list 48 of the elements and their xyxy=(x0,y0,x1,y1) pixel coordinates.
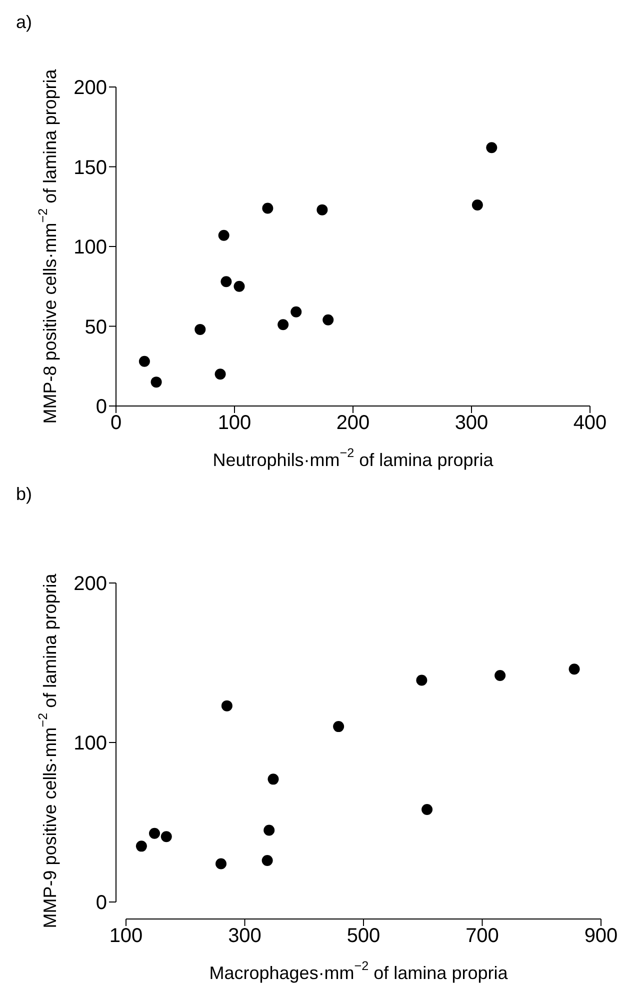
point xyxy=(216,858,226,870)
x-axis-title: Macrophages·mm$^{−2}$ of lamina propria xyxy=(209,959,509,983)
point xyxy=(322,314,334,326)
y-tick-label: 100 xyxy=(74,236,107,259)
point xyxy=(138,356,150,367)
chart-title: b) xyxy=(16,484,32,505)
x-tick-label: 300 xyxy=(454,412,488,434)
y-tick-label: 200 xyxy=(74,77,107,100)
point xyxy=(416,674,428,686)
x-tick-label: 500 xyxy=(346,925,380,948)
point xyxy=(234,280,245,292)
point xyxy=(333,721,344,732)
y-tick-label: 0 xyxy=(96,892,107,914)
point xyxy=(160,831,172,842)
y-tick-label: 50 xyxy=(84,316,107,338)
point xyxy=(268,774,279,785)
point xyxy=(214,368,226,380)
point xyxy=(494,670,506,682)
x-tick-label: 0 xyxy=(110,412,122,434)
point xyxy=(422,804,433,815)
point xyxy=(220,276,232,288)
point xyxy=(290,306,302,318)
y-tick-label: 0 xyxy=(96,396,107,418)
point xyxy=(262,855,273,866)
y-tick-label: 200 xyxy=(74,573,107,596)
point xyxy=(136,840,147,852)
point xyxy=(278,319,289,330)
point xyxy=(149,828,160,839)
x-tick-label: 700 xyxy=(466,925,499,948)
y-tick-label: 100 xyxy=(74,732,107,755)
x-tick-label: 100 xyxy=(218,412,252,434)
x-tick-label: 300 xyxy=(228,925,262,948)
point xyxy=(264,824,275,836)
x-axis-title: Neutrophils·mm$^{−2}$ of lamina propria xyxy=(212,446,494,470)
point xyxy=(486,142,498,154)
x-tick-label: 400 xyxy=(573,412,607,434)
point xyxy=(262,202,274,214)
y-tick-label: 150 xyxy=(74,156,107,179)
x-tick-label: 900 xyxy=(584,925,618,948)
point xyxy=(472,200,483,211)
point xyxy=(194,324,206,335)
point xyxy=(316,204,328,216)
x-tick-label: 200 xyxy=(336,412,370,434)
point xyxy=(568,664,580,675)
chart-title: a) xyxy=(16,12,32,33)
point xyxy=(221,700,232,712)
point xyxy=(150,376,162,388)
point xyxy=(218,230,230,241)
